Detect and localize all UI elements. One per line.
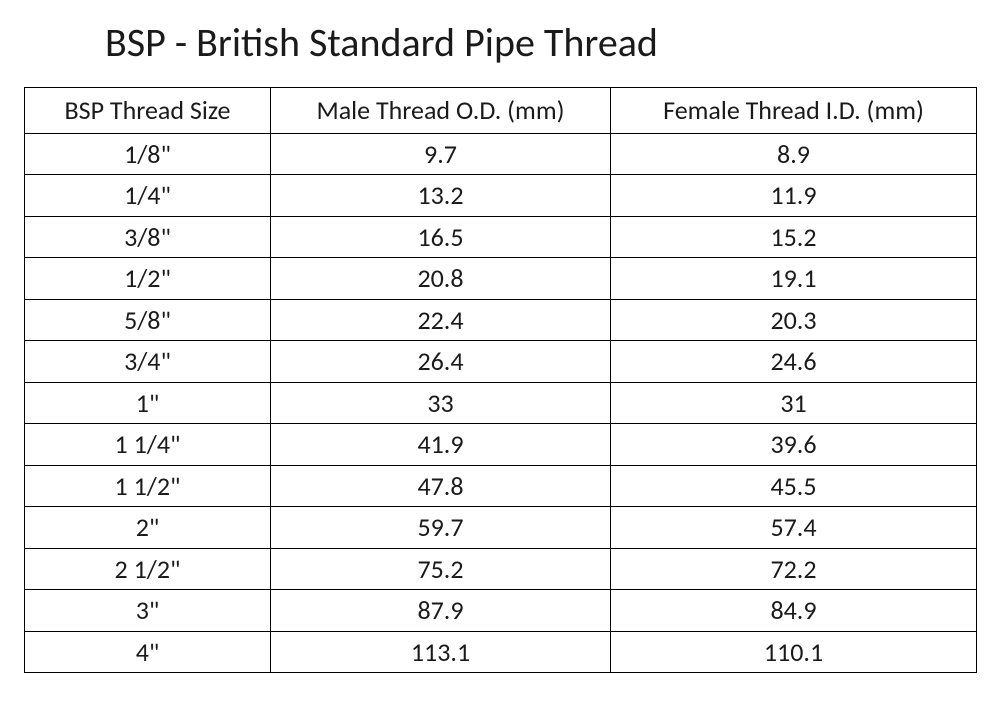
page-title: BSP - British Standard Pipe Thread — [105, 18, 984, 67]
cell-size: 2 1/2" — [25, 548, 271, 590]
cell-size: 4" — [25, 631, 271, 673]
table-row: 3/8" 16.5 15.2 — [25, 216, 977, 258]
table-row: 1/8" 9.7 8.9 — [25, 133, 977, 175]
cell-female-id: 31 — [611, 382, 977, 424]
cell-male-od: 13.2 — [271, 175, 611, 217]
cell-female-id: 24.6 — [611, 341, 977, 383]
cell-size: 1 1/4" — [25, 424, 271, 466]
cell-female-id: 39.6 — [611, 424, 977, 466]
table-row: 4" 113.1 110.1 — [25, 631, 977, 673]
cell-size: 1 1/2" — [25, 465, 271, 507]
cell-male-od: 16.5 — [271, 216, 611, 258]
col-header-male-od: Male Thread O.D. (mm) — [271, 88, 611, 134]
table-row: 1" 33 31 — [25, 382, 977, 424]
cell-size: 1/8" — [25, 133, 271, 175]
cell-female-id: 20.3 — [611, 299, 977, 341]
cell-female-id: 45.5 — [611, 465, 977, 507]
table-row: 5/8" 22.4 20.3 — [25, 299, 977, 341]
table-row: 3" 87.9 84.9 — [25, 590, 977, 632]
cell-female-id: 19.1 — [611, 258, 977, 300]
cell-female-id: 84.9 — [611, 590, 977, 632]
cell-female-id: 15.2 — [611, 216, 977, 258]
cell-male-od: 9.7 — [271, 133, 611, 175]
bsp-table-container: BSP Thread Size Male Thread O.D. (mm) Fe… — [24, 87, 976, 673]
cell-female-id: 110.1 — [611, 631, 977, 673]
col-header-bsp-size: BSP Thread Size — [25, 88, 271, 134]
cell-female-id: 8.9 — [611, 133, 977, 175]
cell-male-od: 20.8 — [271, 258, 611, 300]
cell-male-od: 75.2 — [271, 548, 611, 590]
cell-male-od: 87.9 — [271, 590, 611, 632]
cell-male-od: 26.4 — [271, 341, 611, 383]
table-header-row: BSP Thread Size Male Thread O.D. (mm) Fe… — [25, 88, 977, 134]
table-row: 1 1/4" 41.9 39.6 — [25, 424, 977, 466]
table-row: 3/4" 26.4 24.6 — [25, 341, 977, 383]
cell-female-id: 57.4 — [611, 507, 977, 549]
cell-size: 2" — [25, 507, 271, 549]
table-row: 1/2" 20.8 19.1 — [25, 258, 977, 300]
cell-male-od: 41.9 — [271, 424, 611, 466]
cell-size: 1/2" — [25, 258, 271, 300]
cell-female-id: 11.9 — [611, 175, 977, 217]
cell-female-id: 72.2 — [611, 548, 977, 590]
cell-size: 1/4" — [25, 175, 271, 217]
cell-size: 3" — [25, 590, 271, 632]
cell-size: 5/8" — [25, 299, 271, 341]
cell-male-od: 47.8 — [271, 465, 611, 507]
cell-male-od: 59.7 — [271, 507, 611, 549]
table-row: 2 1/2" 75.2 72.2 — [25, 548, 977, 590]
cell-size: 1" — [25, 382, 271, 424]
col-header-female-id: Female Thread I.D. (mm) — [611, 88, 977, 134]
cell-male-od: 22.4 — [271, 299, 611, 341]
table-row: 1 1/2" 47.8 45.5 — [25, 465, 977, 507]
cell-male-od: 113.1 — [271, 631, 611, 673]
bsp-table: BSP Thread Size Male Thread O.D. (mm) Fe… — [24, 87, 977, 673]
cell-male-od: 33 — [271, 382, 611, 424]
table-row: 2" 59.7 57.4 — [25, 507, 977, 549]
table-row: 1/4" 13.2 11.9 — [25, 175, 977, 217]
cell-size: 3/4" — [25, 341, 271, 383]
cell-size: 3/8" — [25, 216, 271, 258]
